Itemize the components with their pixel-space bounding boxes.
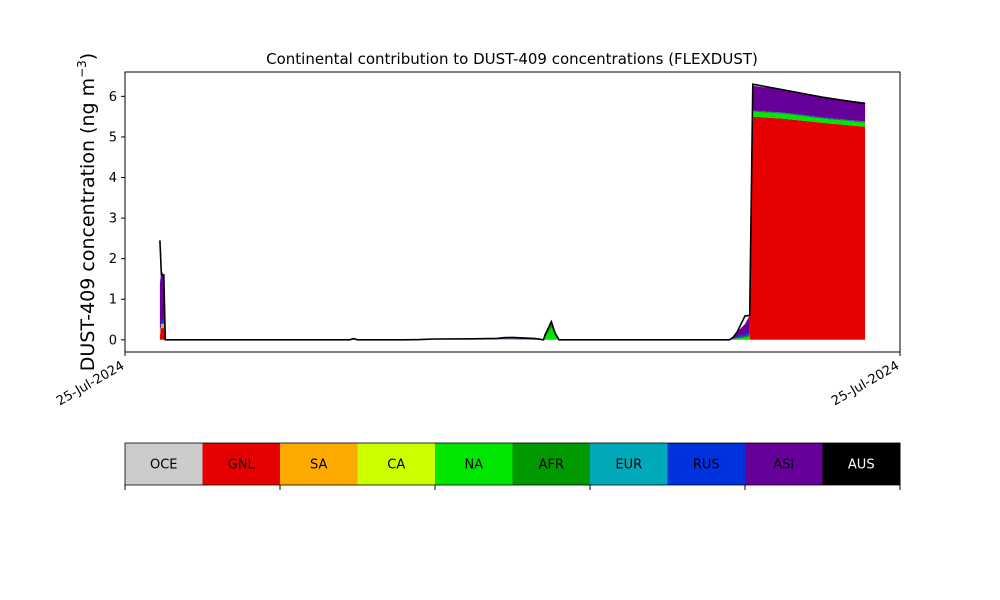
legend-swatch-na	[435, 443, 513, 485]
y-tick-label: 4	[109, 171, 117, 186]
legend-swatch-oce	[125, 443, 203, 485]
y-tick-label: 1	[109, 293, 117, 308]
legend-swatch-aus	[822, 443, 901, 485]
area-gnl	[159, 116, 866, 340]
total-concentration-line	[159, 83, 866, 341]
legend-label-rus: RUS	[693, 458, 720, 473]
y-tick-label: 3	[109, 212, 117, 227]
y-tick-label: 5	[109, 130, 117, 145]
y-tick-label: 6	[109, 90, 117, 105]
stacked-areas	[159, 85, 866, 340]
area-asi	[159, 85, 866, 340]
legend-label-ca: CA	[387, 458, 405, 473]
legend-label-na: NA	[464, 458, 483, 473]
legend-frame	[124, 442, 901, 486]
legend-label-eur: EUR	[615, 458, 642, 473]
legend-label-sa: SA	[310, 458, 327, 473]
plot-frame	[124, 71, 901, 353]
legend-swatch-gnl	[202, 443, 281, 485]
chart-title: Continental contribution to DUST-409 con…	[266, 50, 758, 68]
x-axis: 25-Jul-2024 25-Jul-2024	[54, 352, 902, 409]
legend-swatch-sa	[280, 443, 358, 485]
color-legend: OCE GNL SA CA NA AFR EUR RUS ASI AUS	[124, 442, 901, 490]
x-tick-label: 25-Jul-2024	[829, 358, 902, 409]
legend-label-afr: AFR	[539, 458, 564, 473]
y-axis: 0 1 2 3 4 5 6	[109, 90, 125, 348]
legend-swatch-ca	[357, 443, 436, 485]
legend-label-oce: OCE	[150, 458, 178, 473]
y-tick-label: 2	[109, 252, 117, 267]
legend-swatch-eur	[590, 443, 668, 485]
legend-swatch-rus	[667, 443, 746, 485]
y-tick-label: 0	[109, 333, 117, 348]
legend-label-asi: ASI	[773, 458, 794, 473]
legend-swatch-asi	[745, 443, 823, 485]
y-axis-label: DUST-409 concentration (ng m−3)	[75, 53, 99, 371]
legend-swatch-afr	[512, 443, 591, 485]
legend-label-gnl: GNL	[228, 458, 256, 473]
legend-label-aus: AUS	[848, 458, 875, 473]
